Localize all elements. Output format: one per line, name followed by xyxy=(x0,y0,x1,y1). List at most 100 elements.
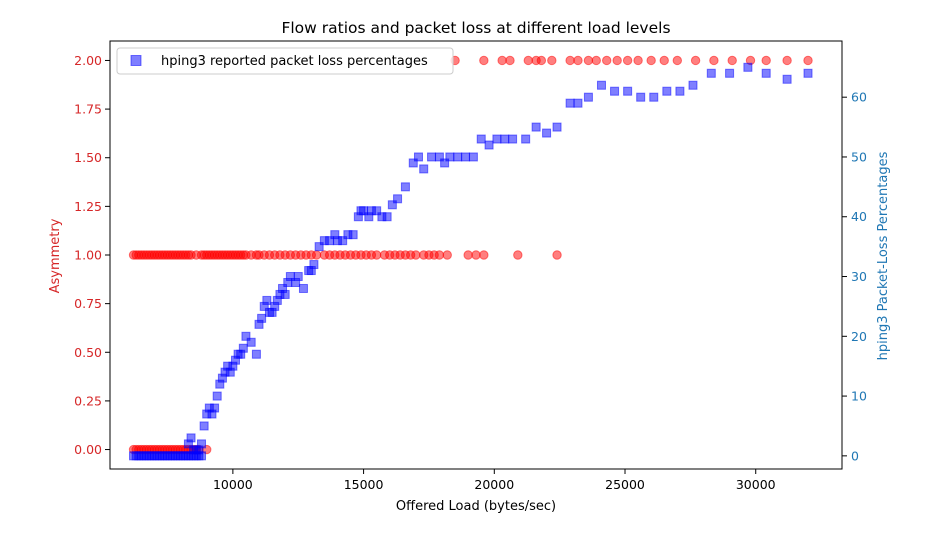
packet-loss-point xyxy=(803,68,813,78)
asymmetry-point xyxy=(463,250,473,260)
x-tick-label: 20000 xyxy=(474,477,514,492)
asymmetry-point xyxy=(505,55,515,66)
packet-loss-point xyxy=(461,152,471,162)
asymmetry-point xyxy=(727,55,737,66)
right-y-tick-label: 50 xyxy=(851,149,867,164)
packet-loss-point xyxy=(492,134,502,144)
packet-loss-point xyxy=(565,98,575,108)
right-y-tick-label: 40 xyxy=(851,209,867,224)
packet-loss-point xyxy=(338,236,348,246)
packet-loss-point xyxy=(725,68,735,78)
packet-loss-point xyxy=(251,349,261,359)
left-y-tick-label: 1.00 xyxy=(74,248,102,263)
asymmetry-point xyxy=(659,55,669,66)
packet-loss-point xyxy=(500,134,510,144)
packet-loss-point xyxy=(314,242,324,252)
packet-loss-point xyxy=(531,122,541,132)
right-y-tick-label: 30 xyxy=(851,269,867,284)
right-y-tick-label: 60 xyxy=(851,90,867,105)
asymmetry-point xyxy=(547,55,557,66)
packet-loss-point xyxy=(393,194,403,204)
asymmetry-point xyxy=(573,55,583,66)
packet-loss-point xyxy=(293,272,303,282)
asymmetry-point xyxy=(622,55,633,66)
x-tick-label: 10000 xyxy=(213,477,253,492)
right-y-tick-label: 10 xyxy=(851,389,867,404)
left-y-axis: 0.00 0.25 0.50 0.75 1.00 1.25 1.50 1.75 2.00 xyxy=(74,53,110,457)
packet-loss-point xyxy=(610,86,620,96)
right-y-axis-label: hping3 Packet-Loss Percentages xyxy=(876,151,891,360)
x-tick-label: 15000 xyxy=(344,477,384,492)
asymmetry-point xyxy=(479,250,489,260)
packet-loss-point xyxy=(675,86,685,96)
packet-loss-point xyxy=(484,140,494,150)
left-y-tick-label: 1.50 xyxy=(74,150,102,165)
asymmetry-point xyxy=(471,250,481,260)
packet-loss-point xyxy=(649,92,659,102)
asymmetry-point xyxy=(311,250,322,260)
asymmetry-point xyxy=(552,250,562,260)
packet-loss-point xyxy=(212,391,222,401)
packet-loss-point xyxy=(453,152,463,162)
packet-loss-point xyxy=(257,313,267,323)
packet-loss-point xyxy=(521,134,531,144)
chart-title: Flow ratios and packet loss at different… xyxy=(281,19,670,37)
packet-loss-point xyxy=(468,152,478,162)
right-y-tick-label: 20 xyxy=(851,329,867,344)
packet-loss-point xyxy=(688,80,698,90)
packet-loss-point xyxy=(623,86,633,96)
packet-loss-point xyxy=(387,200,397,210)
asymmetry-point xyxy=(761,55,771,66)
left-y-tick-label: 0.25 xyxy=(74,393,102,408)
packet-loss-point xyxy=(197,439,206,449)
left-y-tick-label: 1.75 xyxy=(74,102,102,117)
packet-loss-point xyxy=(583,92,593,102)
packet-loss-point xyxy=(413,152,423,162)
asymmetry-point xyxy=(633,55,643,66)
left-y-tick-label: 0.50 xyxy=(74,345,102,360)
packet-loss-point xyxy=(280,289,290,299)
asymmetry-point xyxy=(672,55,682,66)
packet-loss-point xyxy=(636,92,646,102)
left-y-tick-label: 0.75 xyxy=(74,296,102,311)
legend: hping3 reported packet loss percentages xyxy=(116,47,454,75)
asymmetry-point xyxy=(591,55,601,66)
packet-loss-point xyxy=(348,230,358,240)
packet-loss-point xyxy=(262,295,272,305)
x-axis: 10000 15000 20000 25000 30000 xyxy=(213,469,776,492)
packet-loss-point xyxy=(662,86,672,96)
asymmetry-point xyxy=(690,55,701,66)
asymmetry-point xyxy=(612,55,622,66)
packet-loss-point xyxy=(542,128,552,138)
asymmetry-point xyxy=(583,55,594,66)
left-y-axis-label: Asymmetry xyxy=(48,218,63,293)
left-y-tick-label: 1.25 xyxy=(74,199,102,214)
asymmetry-point xyxy=(523,55,533,66)
packet-loss-point xyxy=(241,331,251,341)
asymmetry-point xyxy=(411,250,421,260)
packet-loss-point xyxy=(238,343,248,353)
asymmetry-point xyxy=(709,55,719,66)
asymmetry-point xyxy=(536,55,547,66)
asymmetry-point xyxy=(803,55,813,66)
asymmetry-point xyxy=(513,250,523,260)
asymmetry-point xyxy=(782,55,792,66)
packet-loss-point xyxy=(246,337,256,347)
packet-loss-point xyxy=(508,134,518,144)
packet-loss-point xyxy=(210,403,220,413)
x-tick-label: 25000 xyxy=(605,477,645,492)
packet-loss-point xyxy=(400,182,410,192)
packet-loss-point xyxy=(743,62,753,72)
packet-loss-point xyxy=(552,122,562,132)
packet-loss-point xyxy=(382,212,392,222)
packet-loss-point xyxy=(408,158,418,168)
packet-loss-point xyxy=(573,98,583,108)
packet-loss-point xyxy=(476,134,486,144)
right-y-tick-label: 0 xyxy=(851,448,859,463)
packet-loss-point xyxy=(199,421,209,431)
packet-loss-point xyxy=(434,152,444,162)
packet-loss-point xyxy=(372,206,382,216)
packet-loss-point xyxy=(427,152,437,162)
asymmetry-point xyxy=(434,250,445,260)
